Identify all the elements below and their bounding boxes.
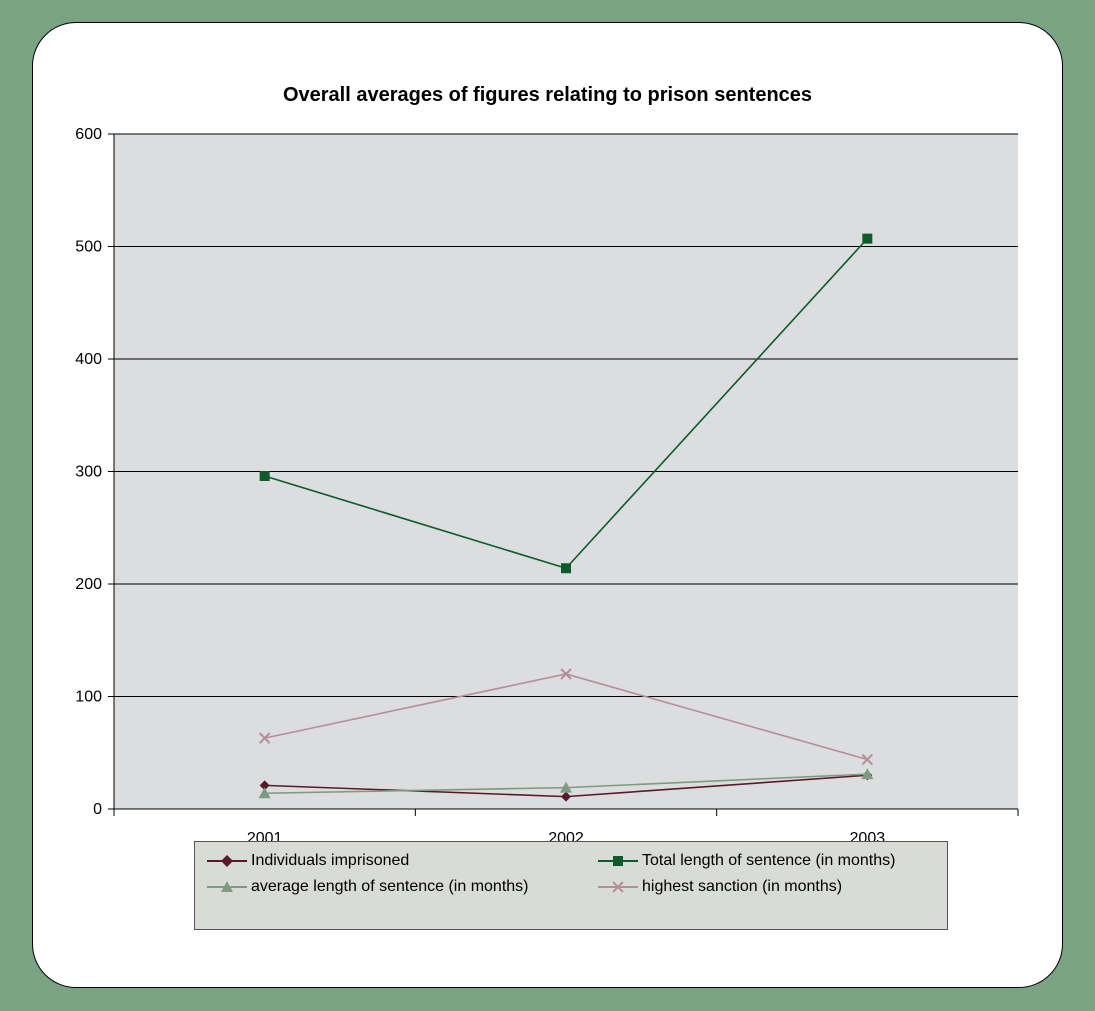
- y-tick-label: 600: [75, 126, 102, 143]
- y-tick-label: 300: [75, 464, 102, 481]
- y-tick-label: 400: [75, 351, 102, 368]
- legend-label: Individuals imprisoned: [251, 852, 410, 869]
- legend-label: highest sanction (in months): [642, 878, 843, 895]
- y-tick-label: 100: [75, 689, 102, 706]
- chart-title: Overall averages of figures relating to …: [282, 84, 813, 106]
- data-point: [560, 781, 572, 793]
- data-point: [862, 233, 873, 244]
- y-tick-label: 0: [93, 801, 102, 818]
- data-point: [560, 668, 572, 680]
- y-tick-label: 500: [75, 239, 102, 256]
- legend: Individuals imprisoned Total length of s…: [194, 841, 948, 930]
- data-point: [259, 471, 270, 481]
- data-point: [258, 732, 271, 744]
- y-tick-label: 200: [75, 576, 102, 593]
- legend-marker-diamond: [207, 855, 247, 867]
- legend-marker-triangle: [207, 881, 247, 892]
- legend-marker-x: [598, 881, 638, 893]
- data-point: [259, 780, 270, 791]
- data-point: [258, 787, 271, 799]
- legend-marker-square: [598, 856, 638, 866]
- data-point: [561, 791, 571, 802]
- data-point: [861, 768, 874, 780]
- legend-label: Total length of sentence (in months): [642, 852, 896, 869]
- data-point: [861, 753, 874, 766]
- legend-label: average length of sentence (in months): [251, 878, 529, 895]
- data-point: [561, 563, 571, 574]
